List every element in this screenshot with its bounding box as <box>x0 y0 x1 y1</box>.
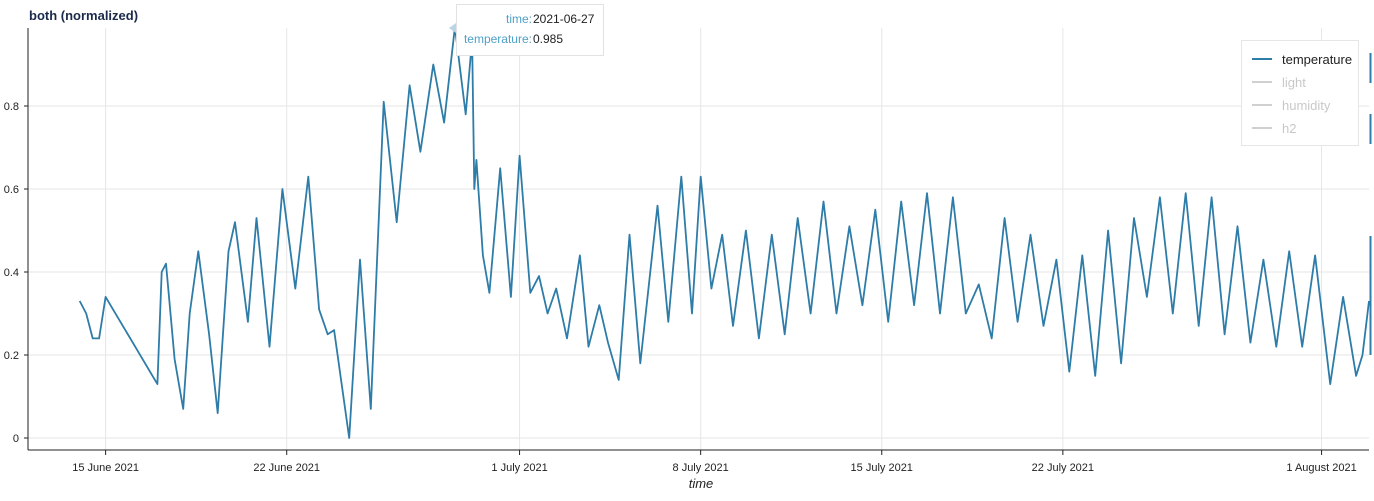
y-tick-label: 0.8 <box>4 101 19 113</box>
hover-tooltip: time: 2021-06-27 temperature: 0.985 <box>456 4 604 56</box>
tooltip-row-temperature: temperature: 0.985 <box>455 32 603 50</box>
legend-swatch-h2 <box>1252 127 1272 129</box>
tooltip-key-time: time: <box>505 12 532 26</box>
x-tick-label: 1 July 2021 <box>491 462 547 474</box>
legend-label-h2: h2 <box>1282 120 1297 136</box>
tooltip-pointer <box>449 23 456 33</box>
series-line-temperature <box>78 26 1370 439</box>
legend-swatch-light <box>1252 81 1272 83</box>
legend-item-humidity[interactable]: humidity <box>1252 97 1330 113</box>
tooltip-row-time: time: 2021-06-27 <box>455 12 603 30</box>
chart-title: both (normalized) <box>29 8 139 23</box>
axes <box>24 28 1369 455</box>
x-axis-label: time <box>688 476 714 491</box>
legend-item-h2[interactable]: h2 <box>1252 120 1296 136</box>
y-tick-label: 0.2 <box>4 350 19 362</box>
legend-swatch-humidity <box>1252 104 1272 106</box>
tick-labels: 0 0.2 0.4 0.6 0.8 15 June 2021 22 June 2021 1 J… <box>4 101 1357 474</box>
x-tick-label: 15 June 2021 <box>72 462 139 474</box>
tooltip-value-time: 2021-06-27 <box>533 12 595 26</box>
legend-item-light[interactable]: light <box>1252 74 1306 90</box>
tooltip-value-temperature: 0.985 <box>533 32 564 46</box>
tooltip-key-temperature: temperature: <box>463 32 532 46</box>
y-tick-label: 0 <box>13 433 19 445</box>
x-tick-label: 1 August 2021 <box>1286 462 1356 474</box>
legend-label-temperature: temperature <box>1282 51 1353 67</box>
legend-swatch-temperature <box>1252 58 1272 60</box>
x-tick-label: 22 June 2021 <box>253 462 320 474</box>
x-tick-label: 8 July 2021 <box>673 462 729 474</box>
legend-label-light: light <box>1282 74 1306 90</box>
y-tick-label: 0.6 <box>4 184 19 196</box>
series-layer <box>78 23 1372 439</box>
legend: temperature light humidity h2 <box>1241 40 1359 146</box>
x-tick-label: 15 July 2021 <box>851 462 913 474</box>
y-tick-label: 0.4 <box>4 267 19 279</box>
x-tick-label: 22 July 2021 <box>1032 462 1094 474</box>
legend-item-temperature[interactable]: temperature <box>1252 51 1352 67</box>
legend-label-humidity: humidity <box>1282 97 1331 113</box>
grid-lines <box>28 28 1369 450</box>
